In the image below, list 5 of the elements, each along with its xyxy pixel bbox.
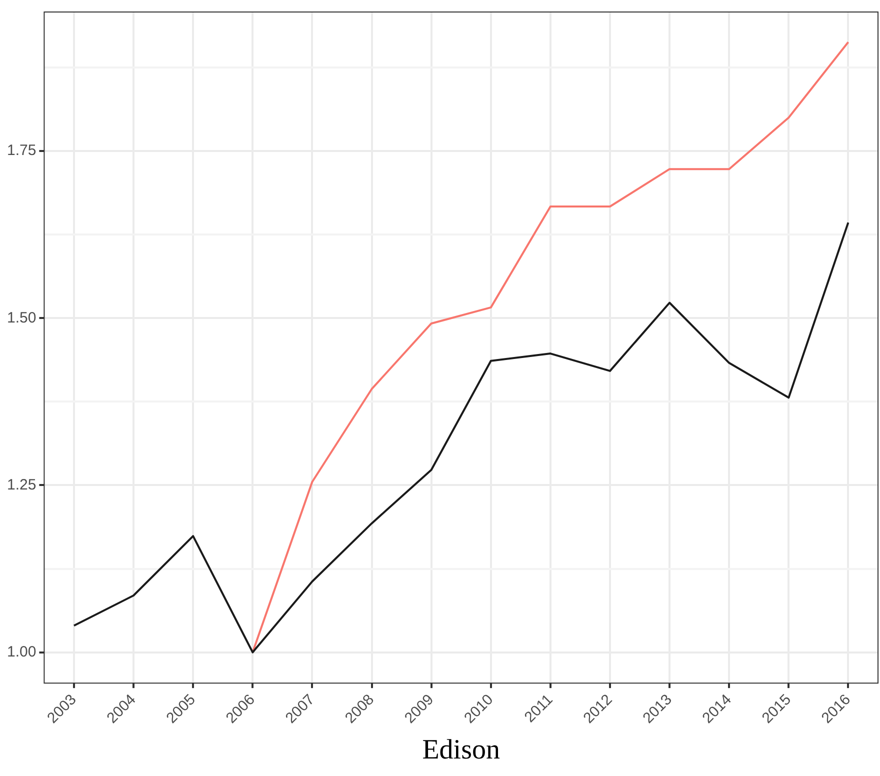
y-tick-label: 1.00 (6, 643, 36, 660)
y-tick-label: 1.50 (6, 309, 36, 326)
y-tick-label: 1.25 (6, 476, 36, 494)
x-axis-title: Edison (422, 734, 500, 766)
y-tick-label: 1.75 (6, 142, 36, 160)
